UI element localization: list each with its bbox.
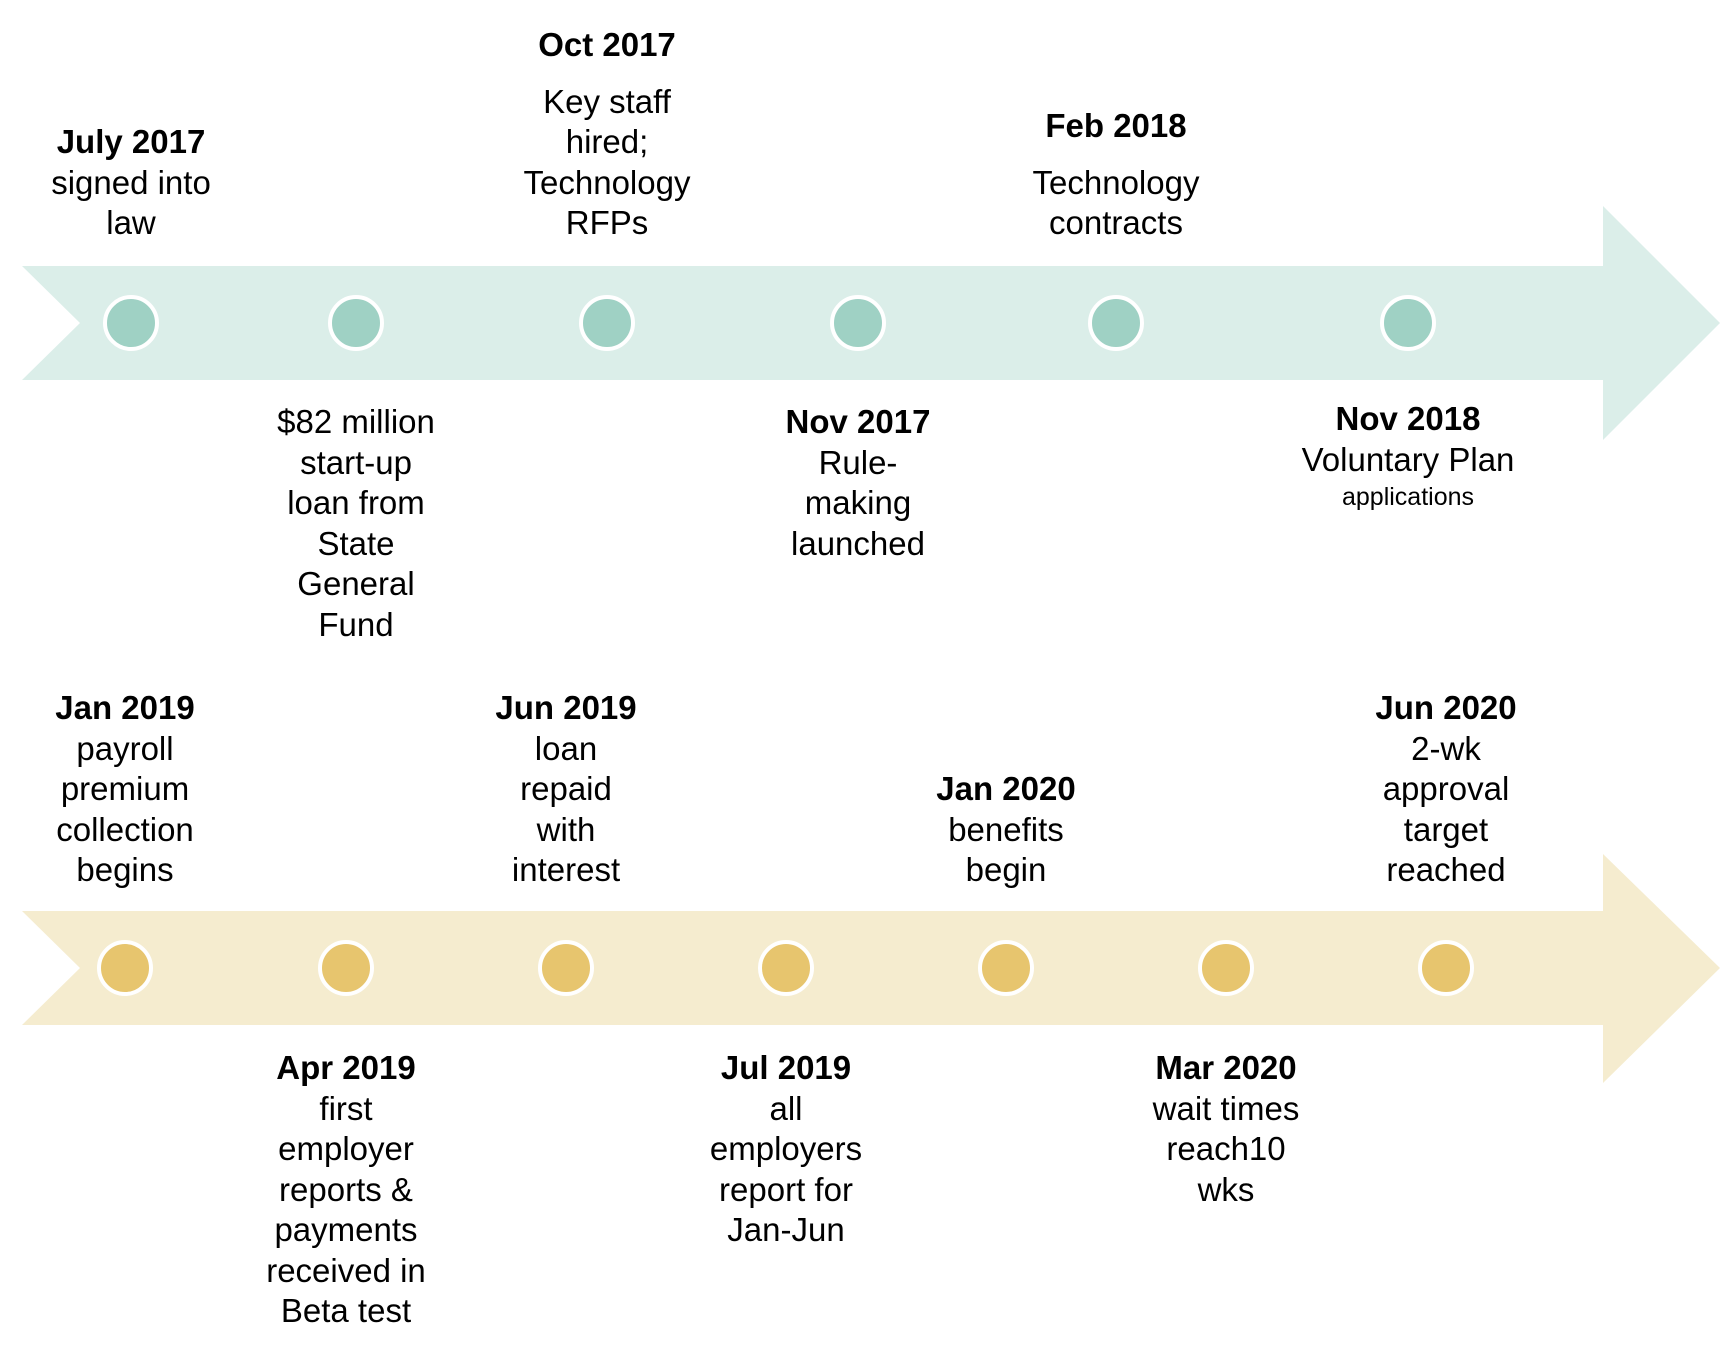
milestone-text: making [804, 484, 912, 521]
milestone-subtext: applications [1341, 483, 1475, 511]
milestone-text: loan from [287, 484, 425, 521]
milestone-date: Mar 2020 [1155, 1049, 1297, 1086]
milestone-text: first [319, 1089, 373, 1127]
milestone-label-jul2017: July 2017 signed into law [51, 122, 211, 244]
milestone-dot-jun2020 [1418, 940, 1474, 996]
milestone-date: Nov 2017 [785, 403, 931, 440]
milestone-text: interest [511, 851, 621, 888]
milestone-text: benefits [948, 810, 1064, 848]
milestone-dot-loan [328, 295, 384, 351]
milestone-text: hired; [565, 123, 649, 160]
milestone-date: Jan 2020 [936, 770, 1076, 807]
milestone-text: employer [278, 1130, 414, 1167]
milestone-date: Nov 2018 [1335, 400, 1481, 437]
milestone-dot-nov2018 [1380, 295, 1436, 351]
milestone-label-jun2020: Jun 2020 2-wk approval target reached [1375, 688, 1516, 891]
milestone-dot-mar2020 [1198, 940, 1254, 996]
milestone-date: Jan 2019 [55, 689, 195, 726]
milestone-text: Voluntary Plan [1301, 440, 1515, 478]
milestone-text: Fund [318, 605, 394, 643]
milestone-text: loan [534, 729, 598, 767]
milestone-text: with [536, 810, 596, 848]
milestone-dot-apr2019 [318, 940, 374, 996]
milestone-text: begin [965, 851, 1047, 888]
milestone-text: repaid [520, 770, 612, 807]
milestone-dot-jun2019 [538, 940, 594, 996]
milestone-label-nov2017: Nov 2017 Rule- making launched [786, 402, 931, 564]
milestone-label-jun2019: Jun 2019 loan repaid with interest [495, 688, 636, 891]
milestone-text: wks [1197, 1170, 1255, 1208]
milestone-text: report for [719, 1170, 853, 1208]
milestone-text: $82 million [277, 403, 435, 440]
milestone-label-apr2019: Apr 2019 first employer reports & paymen… [266, 1048, 426, 1332]
milestone-text: Beta test [280, 1292, 412, 1329]
milestone-text: Key staff [543, 82, 671, 120]
milestone-text: RFPs [565, 204, 649, 241]
milestone-label-mar2020: Mar 2020 wait times reach10 wks [1153, 1048, 1300, 1210]
milestone-date: Jul 2019 [720, 1049, 852, 1086]
milestone-dot-nov2017 [830, 295, 886, 351]
milestone-text: collection [56, 810, 194, 848]
arrow-2019-2020 [22, 854, 1720, 1083]
milestone-text: payroll [76, 729, 174, 767]
milestone-text: General [297, 565, 415, 602]
milestone-date: July 2017 [56, 123, 206, 160]
milestone-label-loan: $82 million start-up loan from State Gen… [277, 402, 435, 645]
milestone-text: State [317, 524, 395, 562]
milestone-text: approval [1382, 770, 1510, 807]
milestone-text: received in [266, 1251, 426, 1289]
milestone-text: begins [76, 851, 174, 888]
milestone-text: law [106, 204, 156, 241]
milestone-text: payments [274, 1211, 418, 1248]
milestone-date: Feb 2018 [1045, 107, 1187, 144]
milestone-text: contracts [1049, 204, 1183, 241]
milestone-text: target [1403, 810, 1489, 848]
milestone-text: Technology [1032, 163, 1200, 201]
milestone-text: start-up [300, 443, 412, 481]
milestone-dot-jan2019 [97, 940, 153, 996]
milestone-dot-jan2020 [978, 940, 1034, 996]
milestone-text: Rule- [818, 443, 898, 481]
milestone-date: Jun 2020 [1375, 689, 1517, 726]
milestone-text: reach10 [1166, 1130, 1286, 1167]
milestone-dot-feb2018 [1088, 295, 1144, 351]
milestone-text: launched [791, 524, 925, 562]
milestone-text: reached [1386, 851, 1506, 888]
milestone-text: wait times [1152, 1089, 1300, 1127]
milestone-dot-jul2017 [103, 295, 159, 351]
milestone-text: Technology [523, 163, 691, 201]
milestone-text: Jan-Jun [727, 1211, 845, 1248]
milestone-label-feb2018: Feb 2018 Technology contracts [1033, 106, 1200, 244]
milestone-text: all [769, 1089, 803, 1127]
milestone-label-nov2018: Nov 2018 Voluntary Plan applications [1302, 399, 1515, 514]
milestone-text: 2-wk [1411, 729, 1481, 767]
milestone-label-oct2017: Oct 2017 Key staff hired; Technology RFP… [524, 25, 691, 244]
milestone-dot-oct2017 [579, 295, 635, 351]
milestone-text: premium [60, 770, 190, 807]
milestone-date: Jun 2019 [495, 689, 637, 726]
milestone-text: reports & [279, 1170, 413, 1208]
milestone-date: Apr 2019 [276, 1049, 416, 1086]
milestone-date: Oct 2017 [538, 26, 676, 63]
milestone-label-jan2019: Jan 2019 payroll premium collection begi… [55, 688, 194, 891]
milestone-label-jan2020: Jan 2020 benefits begin [936, 769, 1075, 891]
milestone-dot-jul2019 [758, 940, 814, 996]
milestone-label-jul2019: Jul 2019 all employers report for Jan-Ju… [710, 1048, 862, 1251]
milestone-text: employers [709, 1130, 863, 1167]
milestone-text: signed into [51, 163, 211, 201]
